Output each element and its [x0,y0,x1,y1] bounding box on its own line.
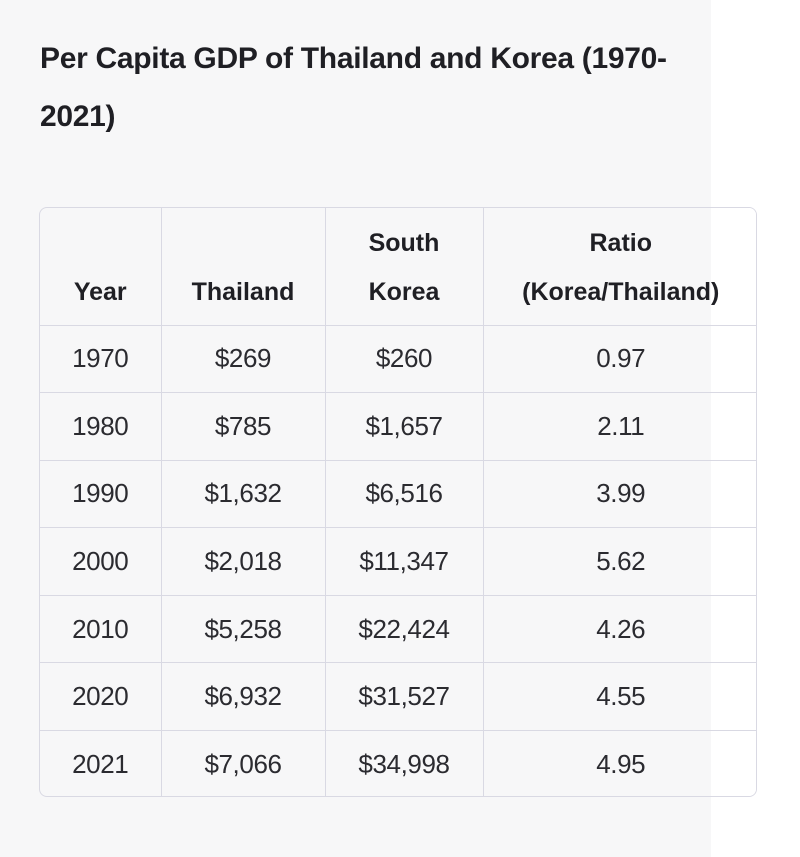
header-ratio: Ratio (Korea/Thailand) [483,208,756,326]
table-row: 2000 $2,018 $11,347 5.62 [40,527,756,596]
cell-south-korea: $6,516 [325,460,484,529]
cell-south-korea: $34,998 [325,730,484,796]
cell-thailand: $2,018 [161,527,326,596]
header-thailand: Thailand [161,208,326,326]
cell-thailand: $269 [161,325,326,394]
table-row: 1970 $269 $260 0.97 [40,325,756,394]
content-panel: Per Capita GDP of Thailand and Korea (19… [39,42,757,797]
cell-ratio: 2.11 [483,392,756,461]
cell-ratio: 5.62 [483,527,756,596]
cell-thailand: $6,932 [161,662,326,731]
table-row: 2021 $7,066 $34,998 4.95 [40,730,756,796]
page-title: Per Capita GDP of Thailand and Korea (19… [40,42,667,133]
cell-thailand: $7,066 [161,730,326,796]
cell-ratio: 4.55 [483,662,756,731]
cell-year: 1990 [40,460,162,529]
cell-ratio: 4.95 [596,748,646,779]
table-row: 1990 $1,632 $6,516 3.99 [40,460,756,529]
cell-ratio: 4.26 [483,595,756,664]
table-row: 1980 $785 $1,657 2.11 [40,392,756,461]
gdp-table: Year Thailand South Korea Ratio (Korea/T… [40,208,756,796]
header-south-korea: South Korea [325,208,484,326]
cell-south-korea: $31,527 [325,662,484,731]
cell-thailand: $5,258 [161,595,326,664]
cell-thailand: $785 [161,392,326,461]
cell-ratio: 0.97 [483,325,756,394]
table-header-row: Year Thailand South Korea Ratio (Korea/T… [40,208,756,326]
cell-south-korea: $22,424 [325,595,484,664]
cell-south-korea: $1,657 [325,392,484,461]
cell-year: 1970 [40,325,162,394]
cell-year: 2021 [40,730,162,796]
cell-year: 1980 [40,392,162,461]
cell-ratio: 3.99 [483,460,756,529]
table-row: 2010 $5,258 $22,424 4.26 [40,595,756,664]
cell-year: 2000 [40,527,162,596]
gdp-table-container: Year Thailand South Korea Ratio (Korea/T… [39,207,757,797]
cell-year: 2010 [40,595,162,664]
cell-year: 2020 [40,662,162,731]
header-year: Year [40,208,162,326]
cell-south-korea: $260 [325,325,484,394]
cell-thailand: $1,632 [161,460,326,529]
table-row: 2020 $6,932 $31,527 4.55 [40,662,756,731]
cell-south-korea: $11,347 [325,527,484,596]
